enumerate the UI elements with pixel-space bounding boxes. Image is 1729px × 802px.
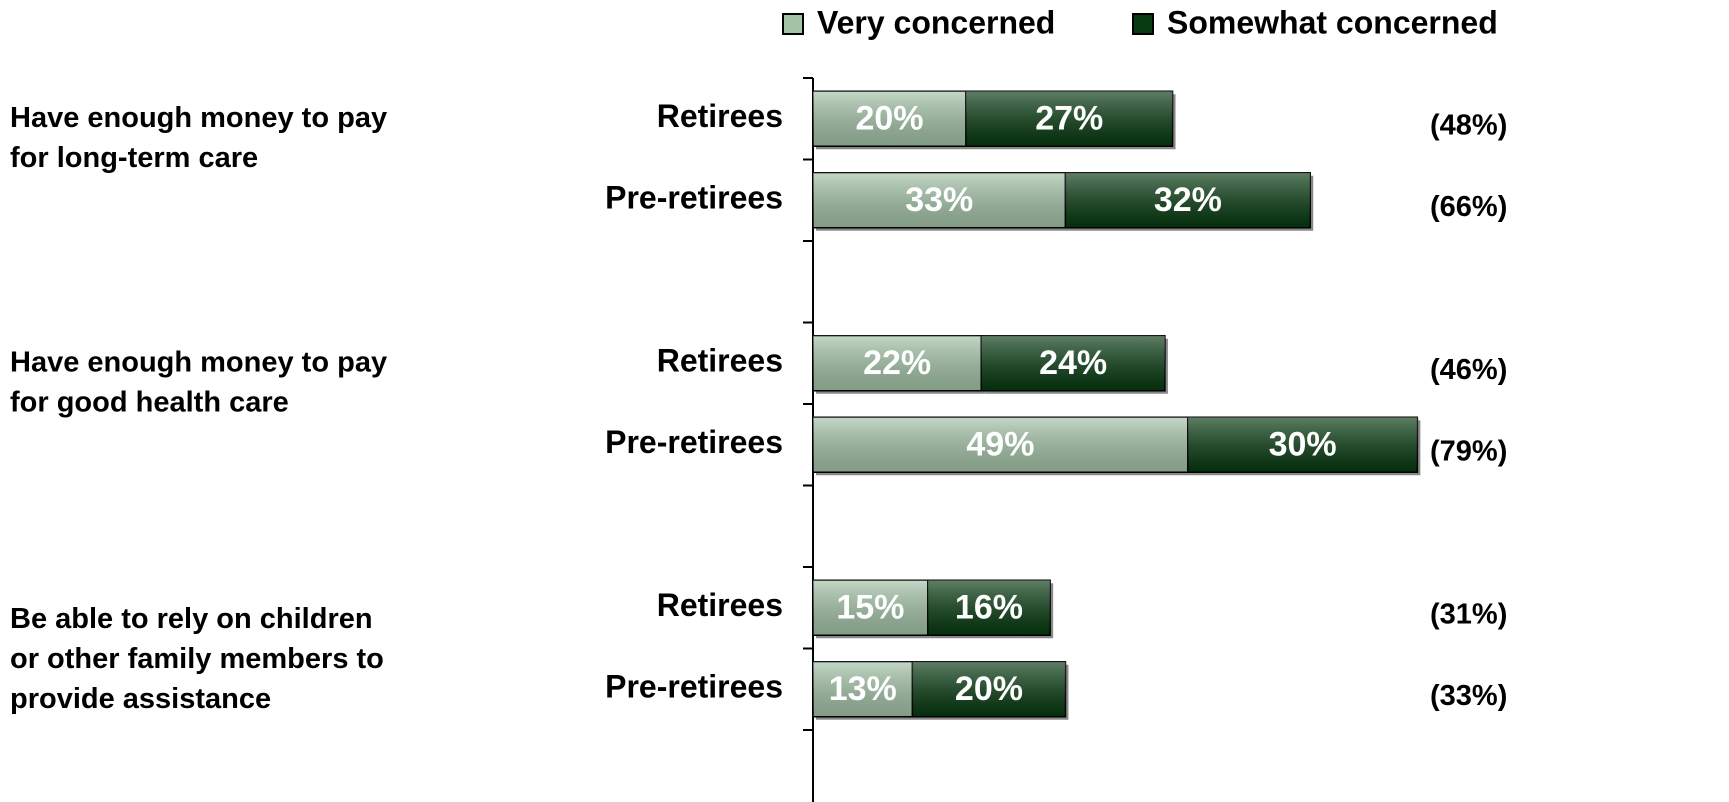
- bar-shine: [912, 661, 1066, 717]
- value-label: 20%: [955, 670, 1023, 708]
- bar-shine: [813, 417, 1188, 473]
- legend-swatch: [1132, 13, 1154, 35]
- bar-shine: [927, 580, 1051, 636]
- bar-shine: [813, 580, 928, 636]
- value-label: 24%: [1039, 344, 1107, 382]
- total-label: (79%): [1430, 435, 1507, 467]
- total-label: (48%): [1430, 109, 1507, 141]
- value-label: 20%: [855, 100, 923, 138]
- legend-label: Very concerned: [817, 4, 1055, 40]
- group-label: for long-term care: [10, 142, 258, 174]
- group-label: for good health care: [10, 387, 289, 419]
- category-label: Retirees: [657, 587, 783, 623]
- value-label: 33%: [905, 181, 973, 219]
- category-label: Retirees: [657, 343, 783, 379]
- category-label: Pre-retirees: [605, 669, 783, 705]
- value-label: 16%: [955, 589, 1023, 627]
- category-label: Pre-retirees: [605, 180, 783, 216]
- value-label: 32%: [1154, 181, 1222, 219]
- bar-shine: [813, 91, 966, 147]
- group-label: provide assistance: [10, 683, 271, 715]
- bar-shine: [981, 335, 1165, 391]
- group-label: Have enough money to pay: [10, 347, 387, 379]
- legend-swatch: [782, 13, 804, 35]
- bar-shine: [1187, 417, 1418, 473]
- value-label: 49%: [966, 426, 1034, 464]
- value-label: 15%: [836, 589, 904, 627]
- value-label: 22%: [863, 344, 931, 382]
- legend-label: Somewhat concerned: [1167, 4, 1498, 40]
- value-label: 30%: [1269, 426, 1337, 464]
- category-label: Pre-retirees: [605, 424, 783, 460]
- category-label: Retirees: [657, 98, 783, 134]
- bar-shine: [966, 91, 1173, 147]
- group-label: or other family members to: [10, 643, 384, 675]
- group-label: Have enough money to pay: [10, 102, 387, 134]
- total-label: (66%): [1430, 191, 1507, 223]
- bar-shine: [813, 335, 982, 391]
- total-label: (46%): [1430, 354, 1507, 386]
- bar-shine: [813, 172, 1066, 228]
- total-label: (31%): [1430, 598, 1507, 630]
- bar-shine: [813, 661, 913, 717]
- value-label: 13%: [829, 670, 897, 708]
- bar-shine: [1065, 172, 1311, 228]
- total-label: (33%): [1430, 680, 1507, 712]
- value-label: 27%: [1035, 100, 1103, 138]
- group-label: Be able to rely on children: [10, 603, 373, 635]
